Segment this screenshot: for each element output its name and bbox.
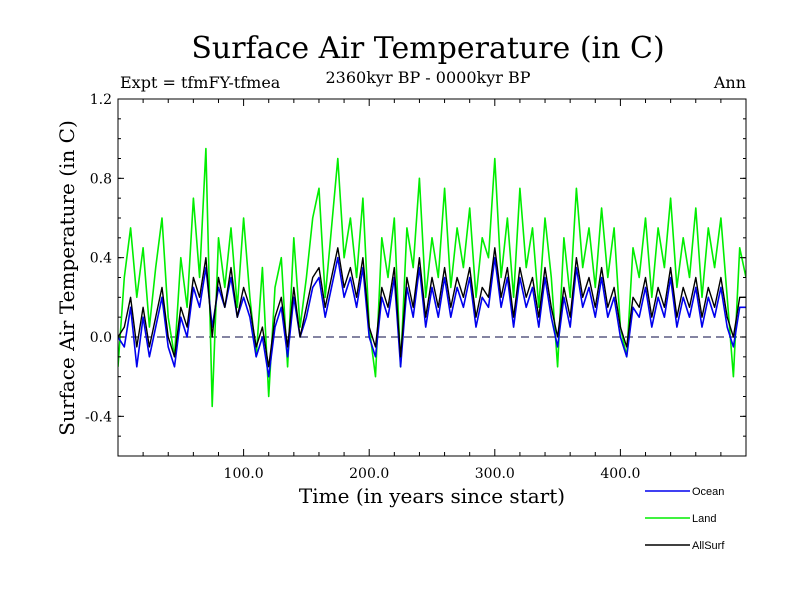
y-tick-label: 1.2 <box>90 92 112 108</box>
y-tick-label: -0.4 <box>85 409 112 425</box>
plot-content <box>118 147 746 408</box>
legend-label-allsurf: AllSurf <box>692 540 725 552</box>
time-range-label: 2360kyr BP - 0000kyr BP <box>326 68 531 87</box>
x-tick-label: 400.0 <box>600 466 640 482</box>
series-line-allsurf <box>118 247 746 368</box>
y-tick-label: 0.4 <box>90 251 112 267</box>
x-tick-label: 300.0 <box>475 466 515 482</box>
legend-label-land: Land <box>692 513 716 525</box>
legend: Ocean Land AllSurf <box>645 486 725 552</box>
x-tick-label: 100.0 <box>224 466 264 482</box>
series-line-land <box>118 147 746 408</box>
y-tick-label: 0.8 <box>90 171 112 187</box>
x-tick-label: 200.0 <box>349 466 389 482</box>
y-tick-label: 0.0 <box>90 330 112 346</box>
x-axis-label: Time (in years since start) <box>299 484 565 508</box>
legend-label-ocean: Ocean <box>692 486 724 498</box>
chart-title: Surface Air Temperature (in C) <box>191 31 664 66</box>
experiment-label: Expt = tfmFY-tfmea <box>120 73 281 92</box>
y-axis-label: Surface Air Temperature (in C) <box>55 120 79 436</box>
season-label: Ann <box>713 73 746 92</box>
axis-ticks: -0.4 0.0 0.4 0.8 1.2 100.0 200.0 300.0 400.0 <box>85 92 746 482</box>
